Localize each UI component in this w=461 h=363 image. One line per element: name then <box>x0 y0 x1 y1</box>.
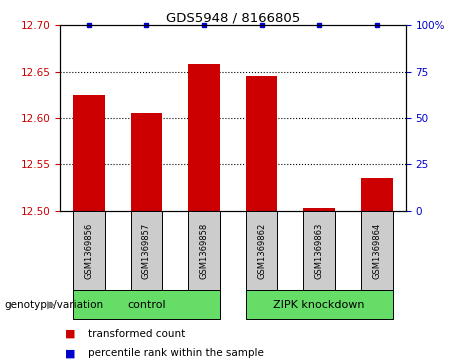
Bar <box>246 211 278 290</box>
Text: GSM1369857: GSM1369857 <box>142 223 151 278</box>
Text: genotype/variation: genotype/variation <box>5 300 104 310</box>
Bar <box>130 211 162 290</box>
Text: percentile rank within the sample: percentile rank within the sample <box>88 348 264 359</box>
Bar <box>246 290 393 319</box>
Text: control: control <box>127 300 165 310</box>
Bar <box>188 211 220 290</box>
Bar <box>73 95 105 211</box>
Text: GSM1369862: GSM1369862 <box>257 223 266 278</box>
Text: GSM1369856: GSM1369856 <box>84 223 93 278</box>
Bar <box>361 178 393 211</box>
Text: GSM1369863: GSM1369863 <box>315 222 324 279</box>
Bar <box>188 64 220 211</box>
Text: GSM1369858: GSM1369858 <box>200 223 208 278</box>
Bar <box>246 76 278 211</box>
Bar <box>130 113 162 211</box>
Text: ■: ■ <box>65 348 75 359</box>
Bar <box>361 211 393 290</box>
Text: ■: ■ <box>65 329 75 339</box>
Bar <box>303 211 335 290</box>
Text: transformed count: transformed count <box>88 329 185 339</box>
Text: ZIPK knockdown: ZIPK knockdown <box>273 300 365 310</box>
Title: GDS5948 / 8166805: GDS5948 / 8166805 <box>165 11 300 24</box>
Bar <box>303 208 335 211</box>
Bar <box>73 211 105 290</box>
Bar <box>73 290 220 319</box>
Text: ▶: ▶ <box>47 300 55 310</box>
Text: GSM1369864: GSM1369864 <box>372 223 381 278</box>
